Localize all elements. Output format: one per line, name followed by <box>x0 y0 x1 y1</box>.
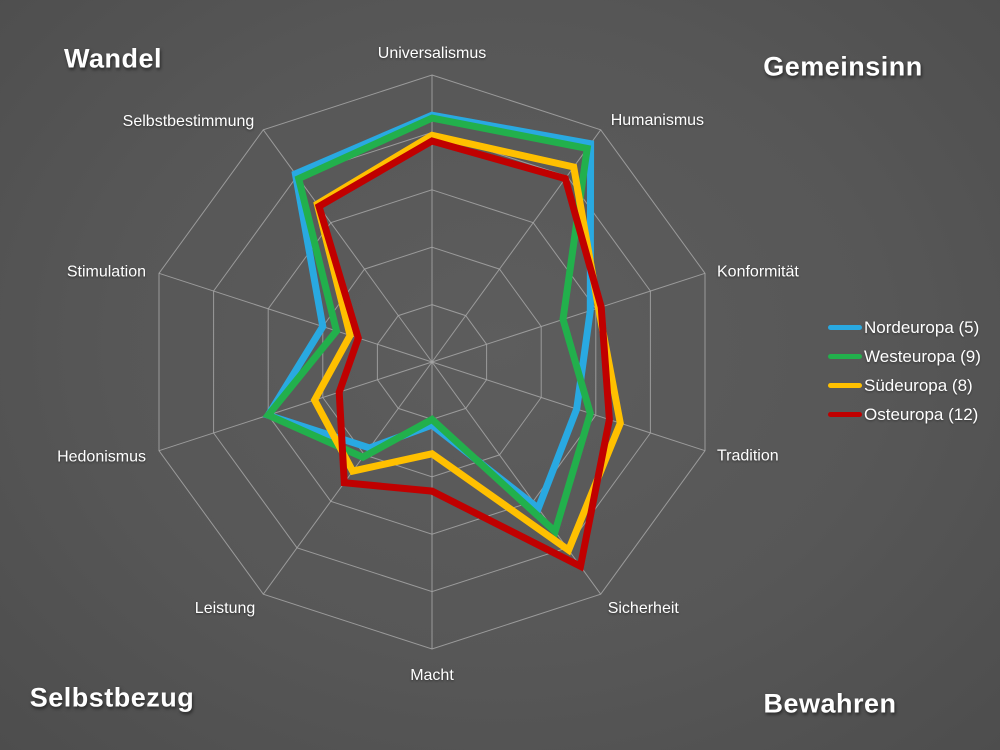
series-s-deuropa-8 <box>310 131 624 556</box>
legend-item-westeuropa-9: Westeuropa (9) <box>828 342 981 371</box>
grid-spoke-stimulation <box>158 272 433 363</box>
axis-label-leistung: Leistung <box>195 600 256 617</box>
axis-label-universalismus: Universalismus <box>378 45 486 62</box>
axis-label-selbstbestimmung: Selbstbestimmung <box>123 113 255 130</box>
legend-label-nordeuropa-5: Nordeuropa (5) <box>864 317 980 337</box>
axis-label-sicherheit: Sicherheit <box>608 600 680 617</box>
legend-item-osteuropa-12: Osteuropa (12) <box>828 400 981 429</box>
axis-label-hedonismus: Hedonismus <box>57 449 146 466</box>
legend-item-nordeuropa-5: Nordeuropa (5) <box>828 313 981 342</box>
axis-label-humanismus: Humanismus <box>611 112 704 129</box>
legend-label-osteuropa-12: Osteuropa (12) <box>864 404 979 424</box>
grid-spoke-tradition <box>431 361 706 452</box>
corner-title-selbstbezug: Selbstbezug <box>29 682 195 713</box>
legend-label-s-deuropa-8: Südeuropa (8) <box>864 375 973 395</box>
axis-label-tradition: Tradition <box>717 448 779 465</box>
legend-item-s-deuropa-8: Südeuropa (8) <box>828 371 981 400</box>
axis-label-macht: Macht <box>410 667 454 684</box>
grid-spoke-selbstbestimmung <box>262 129 433 363</box>
legend-swatch-westeuropa-9 <box>828 354 862 359</box>
legend-label-westeuropa-9: Westeuropa (9) <box>864 346 981 366</box>
corner-title-bewahren: Bewahren <box>763 688 897 719</box>
legend-swatch-osteuropa-12 <box>828 412 862 417</box>
legend-swatch-nordeuropa-5 <box>828 325 862 330</box>
axis-label-konformit-t: Konformität <box>717 263 799 280</box>
legend: Nordeuropa (5) Westeuropa (9) Südeuropa (8… <box>828 313 981 429</box>
corner-title-wandel: Wandel <box>63 43 163 74</box>
series-westeuropa-9 <box>262 114 594 538</box>
corner-title-gemeinsinn: Gemeinsinn <box>763 51 923 82</box>
series-osteuropa-12 <box>314 137 613 572</box>
grid-spoke-leistung <box>262 361 433 595</box>
axis-label-stimulation: Stimulation <box>67 263 146 280</box>
grid-spoke-sicherheit <box>431 361 602 595</box>
grid-spoke-konformität <box>431 272 706 363</box>
grid-spoke-hedonismus <box>158 361 433 452</box>
legend-swatch-s-deuropa-8 <box>828 383 862 388</box>
